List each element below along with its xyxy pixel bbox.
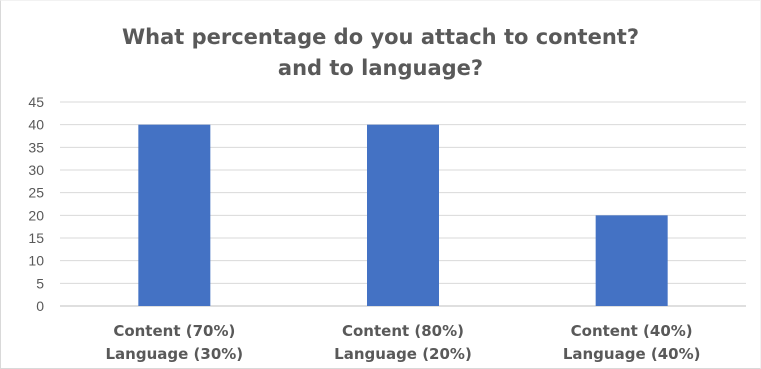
y-tick-label: 20	[28, 207, 44, 223]
y-tick-label: 5	[36, 275, 44, 291]
x-tick-label: Content (40%)	[571, 322, 693, 340]
x-tick-label: Content (80%)	[342, 322, 464, 340]
y-tick-label: 45	[28, 94, 44, 110]
y-tick-label: 0	[36, 298, 44, 314]
y-tick-label: 25	[28, 185, 44, 201]
x-tick-label: Language (20%)	[334, 345, 472, 363]
chart-title-line-1: What percentage do you attach to content…	[121, 25, 640, 49]
x-tick-label: Language (30%)	[106, 345, 244, 363]
x-tick-label: Content (70%)	[113, 322, 235, 340]
y-tick-label: 35	[28, 139, 44, 155]
y-tick-label: 40	[28, 117, 44, 133]
chart-title: What percentage do you attach to content…	[0, 22, 761, 84]
chart-title-line-2: and to language?	[277, 56, 484, 80]
x-tick-label: Language (40%)	[563, 345, 701, 363]
y-axis: 0 5 10 15 20 25 30 35 40 45	[28, 94, 44, 314]
y-tick-label: 30	[28, 162, 44, 178]
x-axis: Content (70%) Language (30%) Content (80%)…	[106, 322, 701, 363]
bars	[138, 124, 668, 307]
y-tick-label: 10	[28, 253, 44, 269]
y-tick-label: 15	[28, 230, 44, 246]
bar	[138, 124, 211, 307]
bar	[367, 124, 439, 307]
bar	[595, 215, 668, 306]
